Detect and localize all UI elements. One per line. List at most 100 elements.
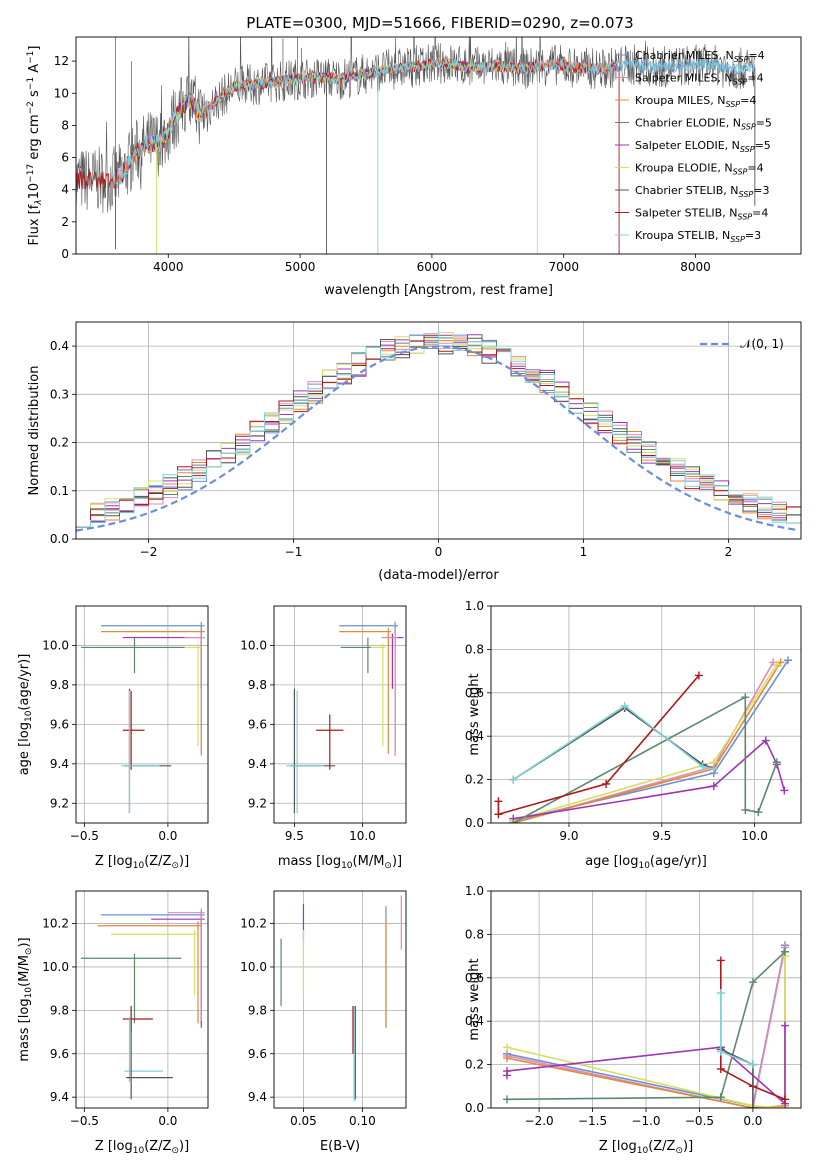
legend-entry-1: Salpeter MILES, NSSP=4 — [635, 72, 764, 87]
weight-marker-8 — [716, 1047, 725, 1056]
y-tick-label: 10.2 — [240, 917, 267, 931]
y-tick-label: 10 — [54, 86, 69, 100]
legend-entry-6: Chabrier STELIB, NSSP=3 — [635, 184, 769, 199]
x-axis-label: mass [log10(M/M⊙)] — [278, 854, 402, 871]
weight-marker-6 — [602, 779, 611, 788]
weight-marker-5 — [780, 947, 789, 956]
y-tick-label: 9.4 — [248, 757, 267, 771]
x-axis-label: Z [log10(Z/Z⊙)] — [95, 1139, 189, 1156]
y-tick-label: 9.8 — [248, 678, 267, 692]
weight-line-5 — [506, 951, 786, 1101]
weight-marker-5 — [741, 693, 750, 702]
weight-marker-5 — [741, 805, 750, 814]
weight-marker-6 — [694, 671, 703, 680]
y-tick-label: 0.2 — [50, 436, 69, 450]
y-tick-label: 0.1 — [50, 484, 69, 498]
normal-curve — [76, 345, 799, 532]
weight-marker-8 — [698, 762, 707, 771]
x-tick-label: −2 — [140, 545, 158, 559]
weight-marker-3 — [772, 660, 781, 669]
legend-entry-7: Salpeter STELIB, NSSP=4 — [635, 207, 768, 222]
weight-marker-8 — [748, 1060, 757, 1069]
y-tick-label: 0.6 — [465, 971, 484, 985]
legend-entry-2: Kroupa MILES, NSSP=4 — [635, 94, 756, 109]
x-tick-label: −1.0 — [631, 1114, 660, 1128]
x-axis-label: age [log10(age/yr)] — [585, 854, 707, 871]
y-tick-label: 10.0 — [240, 638, 267, 652]
y-axis-label: Normed distribution — [27, 366, 42, 496]
axes-frame — [75, 890, 209, 1109]
y-tick-label: 9.6 — [50, 717, 69, 731]
legend-entry: 𝒩(0, 1) — [740, 337, 784, 351]
weight-marker-5 — [509, 819, 518, 823]
weight-marker-8 — [716, 988, 725, 997]
weight-marker-2 — [503, 1054, 512, 1063]
y-tick-label: 9.6 — [50, 1047, 69, 1061]
y-tick-label: 9.6 — [248, 717, 267, 731]
x-tick-label: −0.5 — [70, 829, 99, 843]
y-tick-label: 0.0 — [465, 816, 484, 830]
y-tick-label: 1.0 — [465, 599, 484, 613]
x-tick-label: −1.5 — [578, 1114, 607, 1128]
panel-weight_vs_age: 9.0 9.5 10.0 0.0 0.2 0.4 0.6 0.8 1.0 — [465, 599, 802, 843]
y-tick-label: 10.0 — [240, 960, 267, 974]
y-tick-label: 10.0 — [42, 638, 69, 652]
x-tick-label: 0.05 — [290, 1114, 317, 1128]
x-tick-label: 0.10 — [349, 1114, 376, 1128]
y-tick-label: 0.2 — [465, 773, 484, 787]
weight-marker-6 — [494, 810, 503, 819]
weight-marker-8 — [509, 775, 518, 784]
weight-marker-6 — [716, 956, 725, 965]
weight-marker-5 — [754, 808, 763, 817]
x-tick-label: 10.0 — [349, 829, 376, 843]
y-tick-label: 10.0 — [42, 960, 69, 974]
legend-entry-5: Kroupa ELODIE, NSSP=4 — [635, 162, 764, 177]
weight-marker-8 — [620, 701, 629, 710]
x-tick-label: −0.5 — [70, 1114, 99, 1128]
x-tick-label: 10.0 — [741, 829, 768, 843]
y-tick-label: 9.4 — [248, 1090, 267, 1104]
x-axis-label: E(B-V) — [320, 1139, 360, 1154]
axes-frame — [75, 321, 802, 540]
y-tick-label: 9.8 — [50, 678, 69, 692]
x-tick-label: 0 — [435, 545, 443, 559]
weight-line-8 — [512, 704, 714, 781]
y-tick-label: 6 — [61, 151, 69, 165]
x-tick-label: 4000 — [153, 260, 184, 274]
axes-frame — [75, 605, 209, 824]
weight-marker-6 — [716, 1064, 725, 1073]
histogram-8 — [76, 332, 801, 528]
weight-marker-5 — [503, 1095, 512, 1104]
x-tick-label: 5000 — [285, 260, 316, 274]
x-tick-label: 7000 — [548, 260, 579, 274]
x-tick-label: −0.5 — [685, 1114, 714, 1128]
x-axis-label: wavelength [Angstrom, rest frame] — [324, 283, 553, 298]
y-tick-label: 12 — [54, 54, 69, 68]
weight-marker-4 — [503, 1067, 512, 1076]
weight-marker-3 — [503, 1043, 512, 1052]
y-tick-label: 9.4 — [50, 1090, 69, 1104]
x-tick-label: 9.0 — [559, 829, 578, 843]
y-tick-label: 9.6 — [248, 1047, 267, 1061]
y-tick-label: 0.8 — [465, 927, 484, 941]
spectrum-line-7 — [76, 57, 617, 190]
x-axis-label: Z [log10(Z/Z⊙)] — [599, 1139, 693, 1156]
weight-marker-4 — [761, 736, 770, 745]
x-tick-label: 9.5 — [285, 829, 304, 843]
panel-weight_vs_Z: −2.0 −1.5 −1.0 −0.5 0.0 0.0 0.2 0.4 0.6 0.8 1.0 — [465, 884, 802, 1128]
weight-marker-6 — [494, 797, 503, 806]
panel-residuals: −2 −1 0 1 2 0.0 0.1 0.2 0.3 0.4 𝒩(0, 1) — [50, 321, 802, 559]
y-tick-label: 0.2 — [465, 1058, 484, 1072]
legend-entry-3: Chabrier ELODIE, NSSP=5 — [635, 117, 772, 132]
weight-line-5 — [512, 695, 778, 823]
legend-entry-8: Kroupa STELIB, NSSP=3 — [635, 229, 761, 244]
y-tick-label: 9.8 — [248, 1003, 267, 1017]
y-tick-label: 1.0 — [465, 884, 484, 898]
weight-marker-5 — [772, 758, 781, 767]
x-tick-label: 9.5 — [652, 829, 671, 843]
y-tick-label: 2 — [61, 215, 69, 229]
y-tick-label: 9.4 — [50, 757, 69, 771]
y-tick-label: 9.2 — [50, 796, 69, 810]
weight-marker-8 — [709, 764, 718, 773]
